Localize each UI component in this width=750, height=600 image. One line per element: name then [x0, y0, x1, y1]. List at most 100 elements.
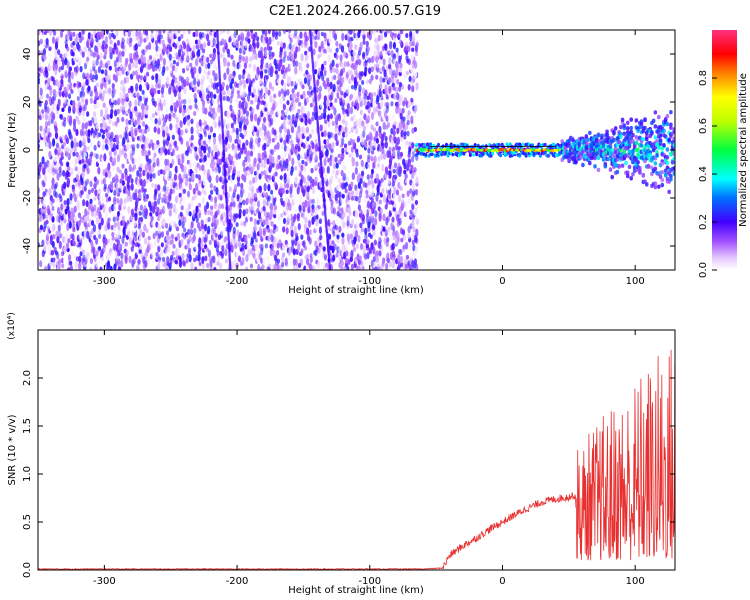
spectrogram-cell: [109, 52, 113, 60]
spectrogram-cell: [78, 56, 82, 65]
spectrogram-cell: [365, 124, 369, 129]
spectrogram-cell: [90, 141, 94, 148]
spectrogram-cell: [161, 256, 166, 262]
spectrogram-cell: [180, 76, 185, 84]
spectrogram-cell: [48, 141, 52, 150]
spectrogram-cell: [393, 162, 398, 169]
spectrogram-cell: [296, 96, 300, 103]
spectrogram-cell: [219, 262, 223, 270]
spectrogram-cell: [407, 58, 411, 66]
spectrogram-cell: [212, 70, 216, 77]
spectrogram-cell: [177, 158, 181, 166]
spectrogram-cell: [232, 226, 236, 235]
spectrogram-cell: [90, 210, 95, 217]
spectrogram-cell: [145, 154, 149, 162]
spectrogram-cell: [378, 199, 382, 205]
spectrogram-cell: [411, 85, 415, 93]
spectrogram-cell: [355, 96, 359, 102]
spectrogram-cell: [112, 143, 117, 152]
spectrogram-cell: [203, 42, 207, 49]
spectrogram-cell: [200, 144, 204, 151]
spectrogram-cell: [130, 178, 134, 184]
spectrogram-cell: [244, 171, 248, 177]
spectrogram-cell: [199, 126, 203, 132]
spectrogram-cell: [378, 236, 382, 242]
spectrogram-cell: [53, 156, 58, 162]
spectrogram-cell: [197, 48, 201, 57]
spectrogram-cell: [207, 62, 211, 69]
spectrogram-cell: [102, 63, 106, 69]
spectrogram-cell: [196, 128, 200, 134]
spectrogram-cell: [249, 30, 254, 33]
spectrogram-cell: [341, 193, 345, 199]
spectrogram-cell: [230, 155, 234, 161]
spectrogram-cell: [84, 98, 89, 106]
spectrogram-cell: [256, 207, 260, 214]
spectrogram-cell: [208, 105, 213, 111]
spectrogram-cell: [299, 40, 303, 45]
spectrogram-cell: [86, 146, 90, 151]
spectrogram-cell: [270, 243, 274, 252]
spectrogram-cell: [350, 152, 354, 158]
spectrogram-cell: [118, 149, 123, 157]
spectrogram-cell: [297, 222, 301, 231]
spectrogram-cell: [185, 140, 190, 148]
spectrogram-cell: [305, 96, 310, 104]
spectrogram-cell: [243, 124, 247, 131]
spectrogram-cell: [60, 78, 64, 85]
spectrogram-cell: [352, 114, 356, 120]
spectrogram-cell: [276, 142, 280, 150]
spectrogram-cell: [54, 131, 59, 140]
spectrogram-cell: [250, 99, 254, 105]
spectrogram-cell: [65, 242, 70, 249]
spectrogram-cell: [209, 78, 213, 84]
spectrogram-cell: [109, 251, 114, 257]
spectrogram-cell: [407, 110, 411, 116]
spectrogram-cell: [297, 108, 301, 115]
spectrogram-cell: [110, 96, 115, 103]
spectrogram-cell: [292, 74, 296, 80]
spectrogram-cell: [282, 226, 286, 233]
spectrogram-cell: [451, 152, 455, 157]
spectrogram-cell: [341, 76, 345, 84]
spectrogram-cell: [215, 174, 219, 184]
spectrogram-cell: [71, 158, 76, 166]
spectrogram-cell: [406, 130, 410, 137]
spectrogram-cell: [54, 48, 58, 56]
spectrogram-cell: [89, 198, 93, 205]
spectrogram-cell: [125, 123, 129, 132]
spectrogram-cell: [273, 58, 277, 66]
spectrogram-cell: [248, 162, 252, 168]
spectrogram-cell: [121, 172, 125, 180]
spectrogram-cell: [346, 233, 350, 242]
spectrogram-cell: [188, 234, 192, 243]
spectrogram-cell: [235, 153, 239, 161]
spectrogram-cell: [125, 266, 129, 270]
spectrogram-cell: [270, 189, 274, 195]
spectrogram-cell: [215, 187, 219, 195]
spectrogram-cell: [174, 230, 178, 238]
spectrogram-cell: [241, 40, 245, 47]
spectrogram-cell: [288, 202, 292, 212]
spectrogram-cell: [323, 32, 327, 39]
spectrogram-cell: [188, 177, 192, 183]
spectrogram-cell: [253, 113, 258, 122]
spectrogram-cell: [302, 165, 307, 173]
spectrogram-cell: [182, 30, 186, 35]
spectrogram-cell: [156, 140, 160, 145]
spectrogram-cell: [404, 241, 409, 250]
figure-title: C2E1.2024.266.00.57.G19: [269, 4, 441, 19]
spectrogram-cell: [185, 258, 189, 264]
spectrogram-cell: [45, 93, 50, 99]
spectrogram-cell: [193, 227, 197, 235]
spectrogram-cell: [364, 89, 368, 97]
spectrogram-cell: [174, 77, 178, 84]
spectrogram-cell: [150, 30, 154, 34]
spectrogram-cell: [354, 148, 358, 154]
spectrogram-cell: [258, 244, 263, 249]
spectrogram-cell: [239, 196, 243, 203]
spectrogram-cell: [60, 57, 65, 63]
spectrogram-cell: [327, 34, 332, 40]
spectrogram-cell: [40, 94, 44, 100]
spectrogram-cell: [243, 167, 247, 173]
